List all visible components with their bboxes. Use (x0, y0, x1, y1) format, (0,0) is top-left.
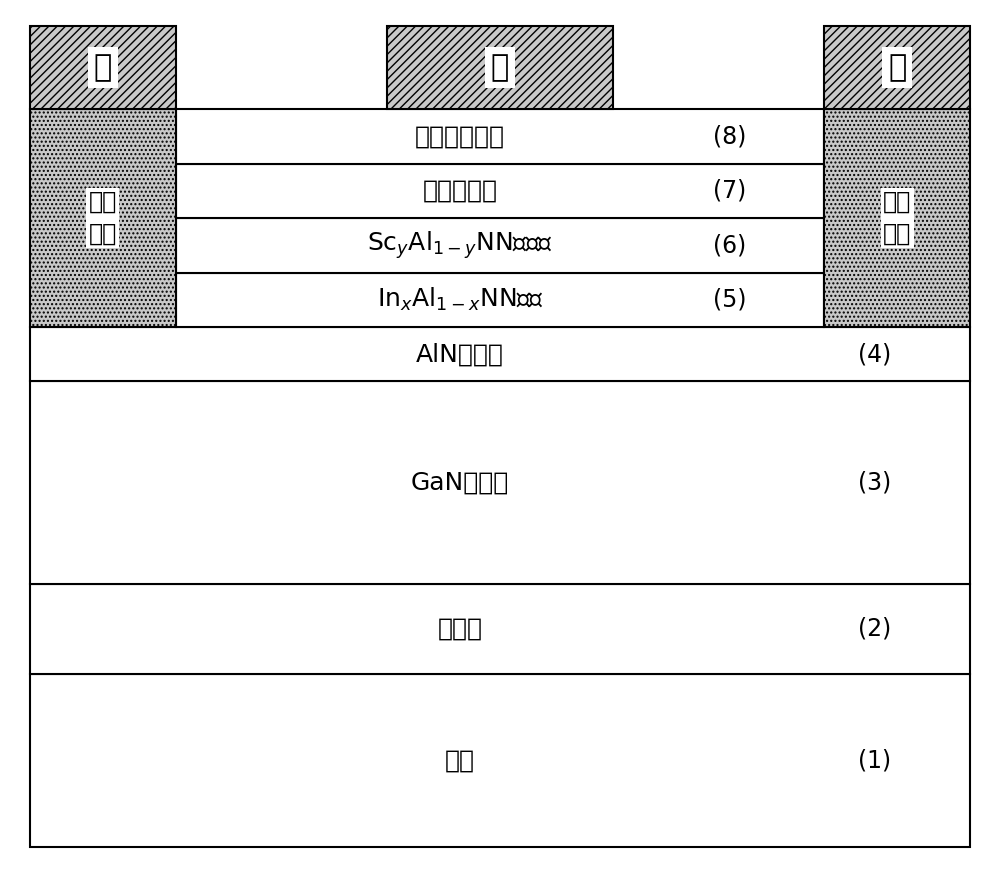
Bar (387, 26, 613, 109)
Bar (824, 109, 970, 327)
Bar (176, 109, 824, 163)
Text: GaN沟道层: GaN沟道层 (411, 471, 509, 495)
Bar (176, 163, 824, 218)
Text: 欧姆
接触: 欧姆 接触 (883, 190, 911, 246)
Text: (8): (8) (713, 124, 746, 148)
Text: In$_x$Al$_{1-x}$NN帽层: In$_x$Al$_{1-x}$NN帽层 (377, 286, 543, 313)
Bar (176, 272, 824, 327)
Text: 衝底: 衝底 (445, 748, 475, 773)
Text: 漏: 漏 (888, 53, 906, 82)
Bar (30, 674, 970, 847)
Text: (2): (2) (858, 617, 892, 641)
Text: 栊: 栊 (491, 53, 509, 82)
Text: 欧姆
接触: 欧姆 接触 (89, 190, 117, 246)
Text: (5): (5) (713, 288, 746, 312)
Text: (4): (4) (858, 342, 892, 366)
Text: (7): (7) (713, 179, 746, 203)
Bar (30, 109, 176, 327)
Bar (30, 327, 970, 382)
Text: AlN插入层: AlN插入层 (416, 342, 504, 366)
Text: Sc$_y$Al$_{1-y}$NN势垒层: Sc$_y$Al$_{1-y}$NN势垒层 (367, 230, 553, 261)
Text: (6): (6) (713, 233, 746, 258)
Bar (30, 382, 970, 584)
Text: 成核层: 成核层 (438, 617, 482, 641)
Text: (1): (1) (858, 748, 892, 773)
Text: 绵缘栊介质层: 绵缘栊介质层 (415, 124, 505, 148)
Text: 源: 源 (94, 53, 112, 82)
Bar (824, 26, 970, 109)
Bar (30, 584, 970, 674)
Bar (176, 218, 824, 272)
Text: (3): (3) (858, 471, 892, 495)
Bar (30, 26, 176, 109)
Text: 势垒保护层: 势垒保护层 (422, 179, 497, 203)
